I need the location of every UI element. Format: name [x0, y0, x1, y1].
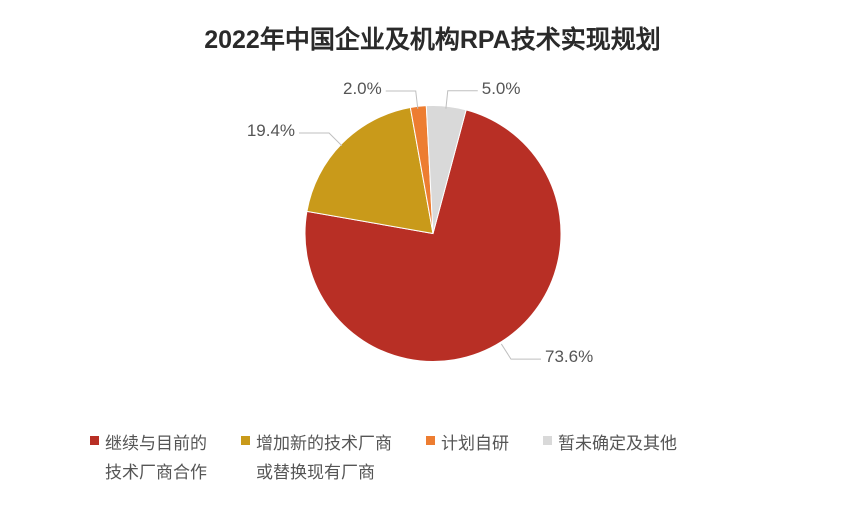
chart-area: 73.6% 19.4% 2.0% 5.0%	[0, 56, 865, 416]
pie-data-label: 5.0%	[482, 79, 521, 99]
legend-swatch	[426, 436, 435, 445]
pie-data-label: 2.0%	[343, 79, 382, 99]
legend-label: 计划自研	[441, 430, 509, 459]
legend-swatch	[241, 436, 250, 445]
pie-svg	[305, 106, 561, 362]
legend-label: 继续与目前的 技术厂商合作	[105, 430, 207, 488]
legend-swatch	[90, 436, 99, 445]
legend-item: 暂未确定及其他	[543, 430, 677, 488]
legend-label: 暂未确定及其他	[558, 430, 677, 459]
legend-swatch	[543, 436, 552, 445]
pie-data-label: 73.6%	[545, 347, 593, 367]
pie-wrap	[305, 106, 561, 367]
legend-item: 计划自研	[426, 430, 509, 488]
chart-title: 2022年中国企业及机构RPA技术实现规划	[0, 0, 865, 56]
legend: 继续与目前的 技术厂商合作增加新的技术厂商 或替换现有厂商 计划自研 暂未确定及其他	[0, 430, 865, 488]
pie-data-label: 19.4%	[247, 121, 295, 141]
legend-label: 增加新的技术厂商 或替换现有厂商	[256, 430, 392, 488]
legend-item: 继续与目前的 技术厂商合作	[90, 430, 207, 488]
legend-item: 增加新的技术厂商 或替换现有厂商	[241, 430, 392, 488]
